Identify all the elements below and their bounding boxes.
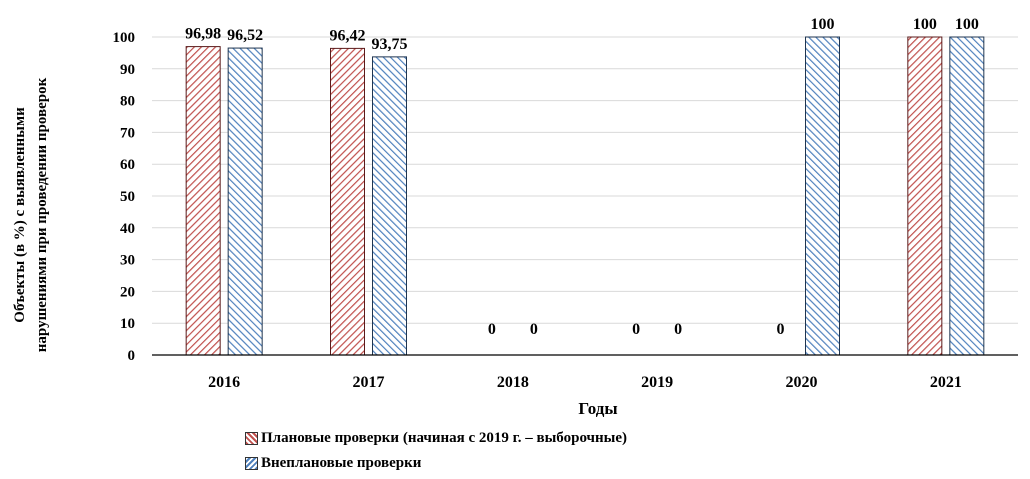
x-tick-label: 2016	[208, 374, 240, 391]
bar-unplanned	[372, 56, 407, 356]
bar-unplanned	[949, 36, 985, 356]
x-tick-label: 2018	[497, 374, 529, 391]
x-tick-label: 2019	[641, 374, 673, 391]
legend-item-unplanned: Внеплановые проверки	[245, 455, 421, 472]
y-tick-label: 70	[120, 125, 135, 141]
legend-swatch-unplanned	[245, 457, 258, 470]
grid-lines	[152, 36, 1018, 324]
legend-label-unplanned: Внеплановые проверки	[261, 455, 422, 471]
x-axis-label: Годы	[578, 399, 617, 418]
data-label: 93,75	[372, 36, 408, 53]
data-label: 0	[632, 321, 640, 338]
y-tick-label: 40	[120, 221, 135, 237]
bar-unplanned	[227, 47, 263, 356]
y-tick-label: 90	[120, 62, 135, 78]
y-tick-label: 50	[120, 189, 135, 205]
x-tick-label: 2021	[930, 374, 962, 391]
x-tick-label: 2017	[353, 374, 385, 391]
legend-label-planned: Плановые проверки (начиная с 2019 г. – в…	[261, 430, 628, 446]
y-axis-label-line-1: Объекты (в %) с выявленными	[12, 107, 28, 323]
bar-unplanned	[805, 36, 840, 356]
y-tick-label: 30	[120, 253, 135, 269]
y-tick-label: 100	[113, 30, 136, 46]
y-axis-label-line-2: нарушениями при проведении проверок	[34, 77, 50, 352]
x-tick-label: 2020	[786, 374, 818, 391]
y-tick-label: 60	[120, 157, 135, 173]
legend-item-planned: Плановые проверки (начиная с 2019 г. – в…	[245, 430, 627, 447]
bar-planned	[330, 47, 365, 356]
y-tick-label: 0	[128, 348, 136, 364]
data-label: 100	[811, 16, 835, 33]
bar-planned	[185, 46, 221, 356]
data-label: 0	[488, 321, 496, 338]
y-tick-label: 20	[120, 284, 135, 300]
bar-planned	[907, 36, 943, 356]
data-label: 0	[777, 321, 785, 338]
data-labels: 96,98 96,52 96,42 93,75 0 0 0 0 0 100 100 100	[185, 16, 979, 338]
legend-swatch-planned	[245, 432, 258, 445]
y-axis-label: Объекты (в %) с выявленными нарушениями …	[12, 77, 50, 352]
data-label: 0	[674, 321, 682, 338]
data-label: 96,98	[185, 26, 221, 43]
data-label: 96,52	[227, 27, 263, 44]
y-tick-label: 80	[120, 94, 135, 110]
axes: 0 10 20 30 40 50 60 70 80 90 100 2016 2017 2018 2019 20…	[113, 30, 1018, 391]
y-tick-label: 10	[120, 316, 135, 332]
data-label: 0	[530, 321, 538, 338]
data-label: 100	[955, 16, 979, 33]
data-label: 100	[913, 16, 937, 33]
data-label: 96,42	[330, 27, 366, 44]
